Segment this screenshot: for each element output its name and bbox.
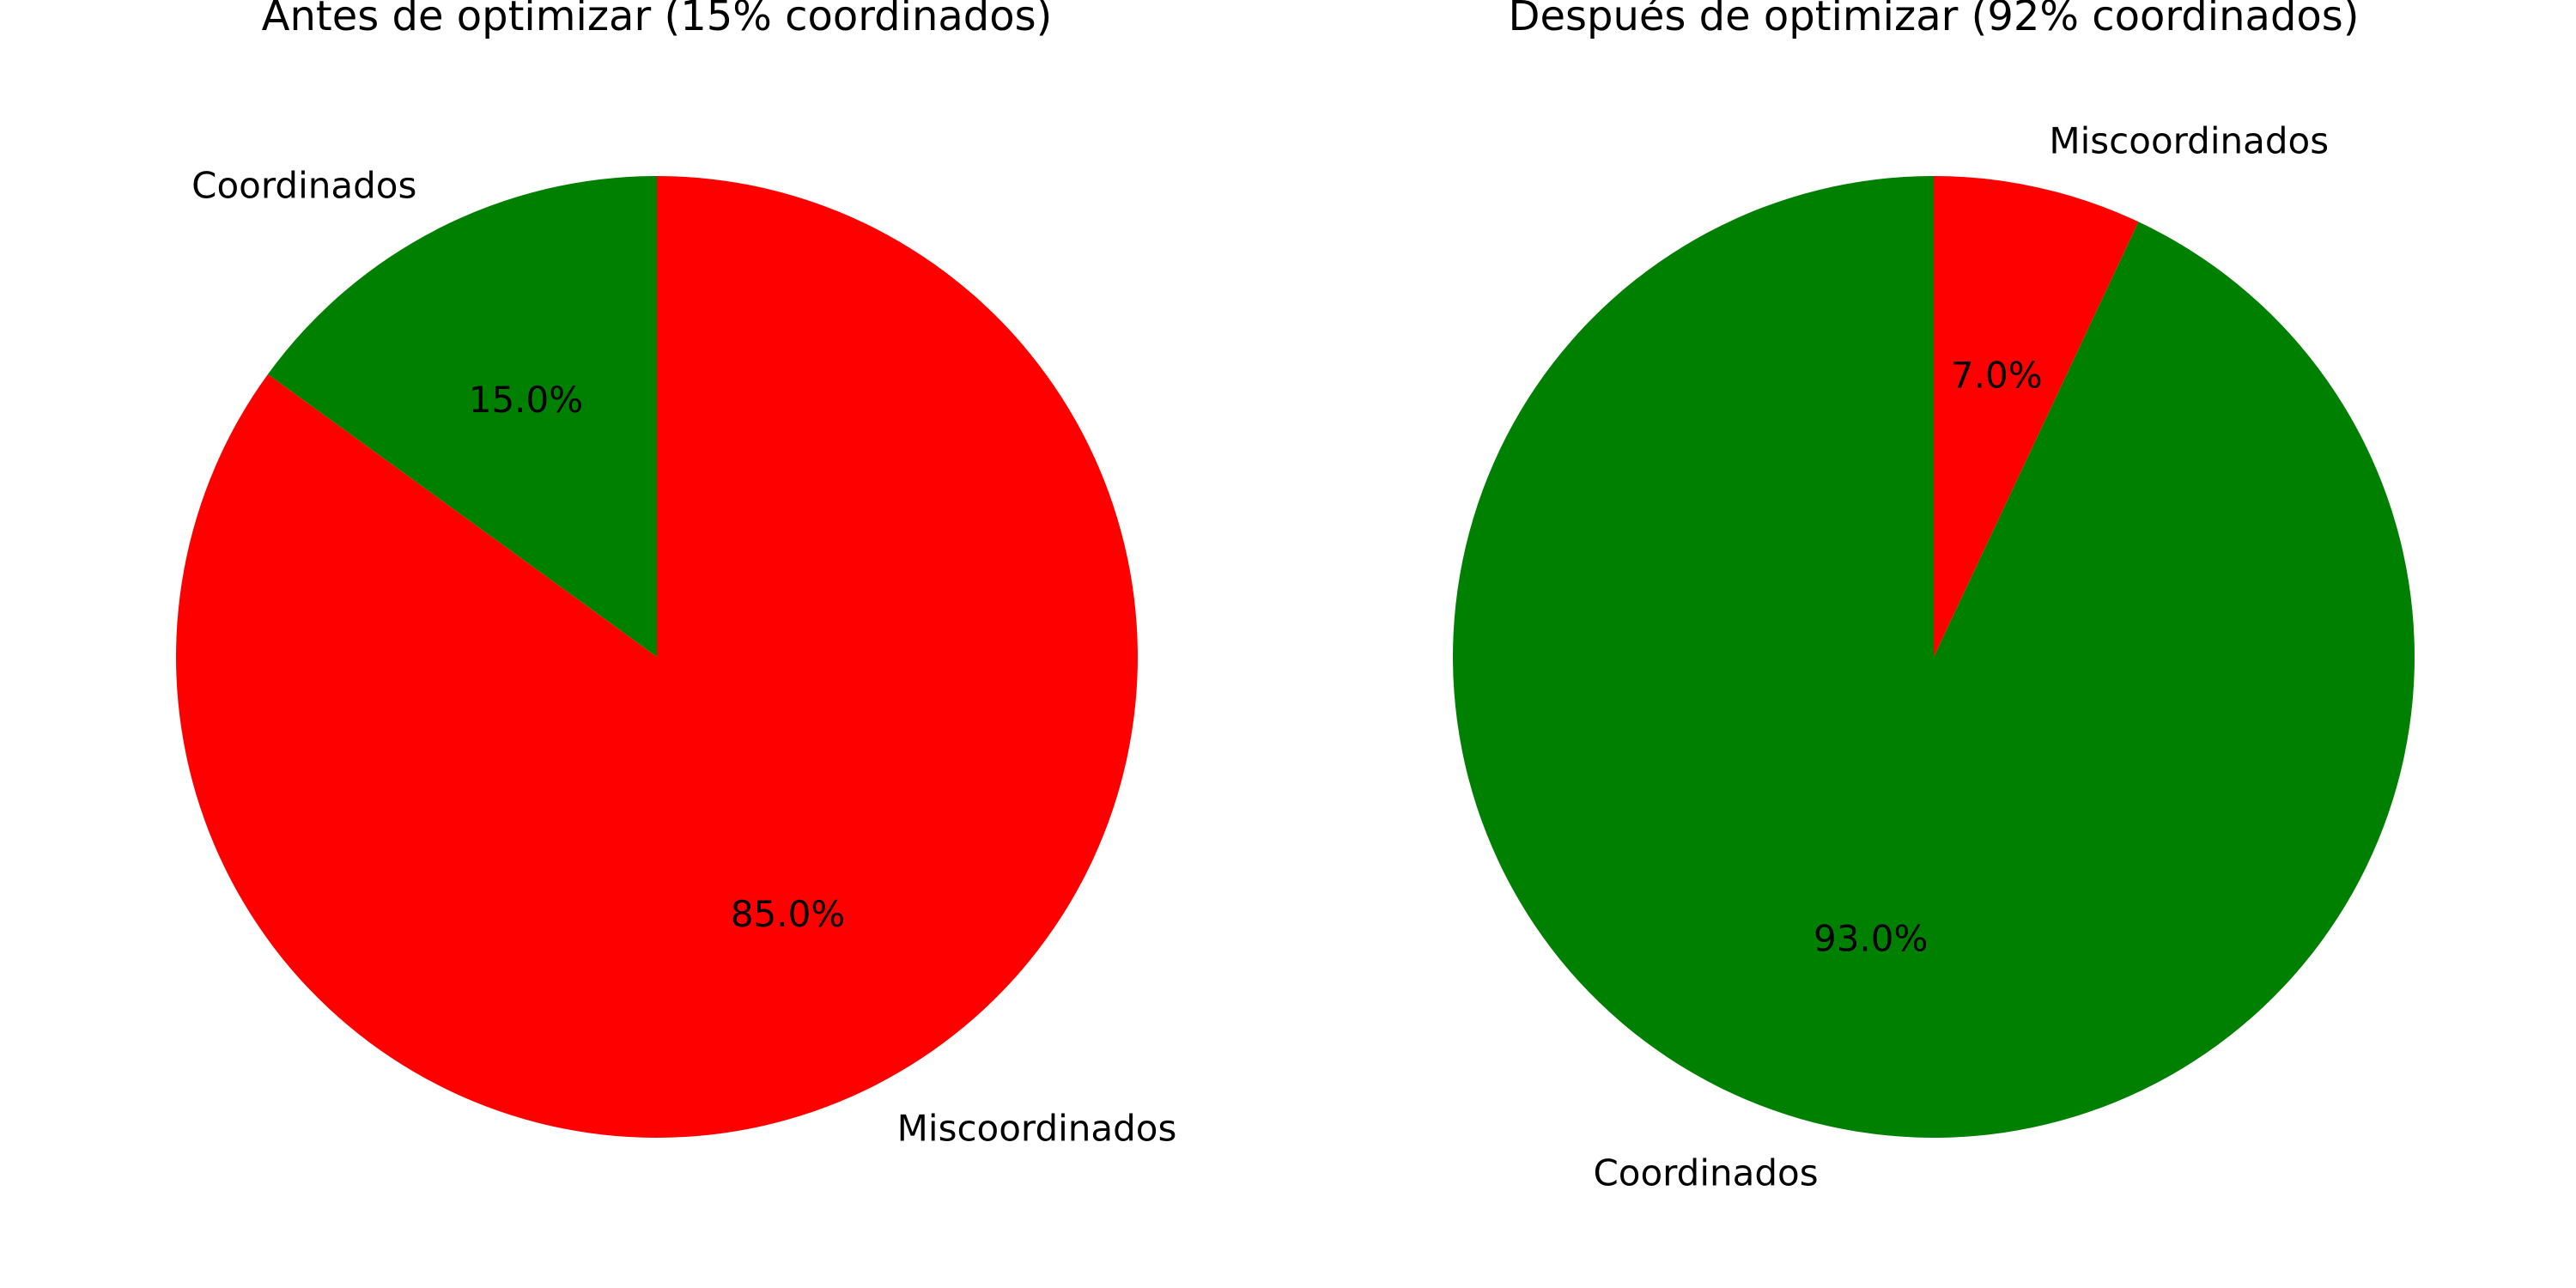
pie-slice-before-coordinados <box>267 176 657 657</box>
pct-label-before-coordinados: 15.0% <box>469 379 583 421</box>
pct-label-after-coordinados: 93.0% <box>1814 917 1928 959</box>
chart-title-after: Después de optimizar (92% coordinados) <box>1508 0 2359 40</box>
slice-label-after-miscoordinados: Miscoordinados <box>2049 119 2329 161</box>
pct-label-after-miscoordinados: 7.0% <box>1951 355 2043 397</box>
pie-slice-before-miscoordinados <box>176 176 1139 1138</box>
pie-slice-after-coordinados <box>1453 176 2415 1139</box>
slice-label-before-miscoordinados: Miscoordinados <box>897 1107 1177 1149</box>
slice-label-before-coordinados: Coordinados <box>191 165 416 207</box>
slice-label-after-coordinados: Coordinados <box>1593 1152 1818 1194</box>
pct-label-before-miscoordinados: 85.0% <box>731 893 845 935</box>
chart-title-before: Antes de optimizar (15% coordinados) <box>262 0 1053 40</box>
pie-slice-after-miscoordinados <box>1934 176 2139 657</box>
pie-chart-before: Antes de optimizar (15% coordinados) 15.… <box>176 0 1176 1149</box>
pie-chart-after: Después de optimizar (92% coordinados) 9… <box>1453 0 2415 1194</box>
